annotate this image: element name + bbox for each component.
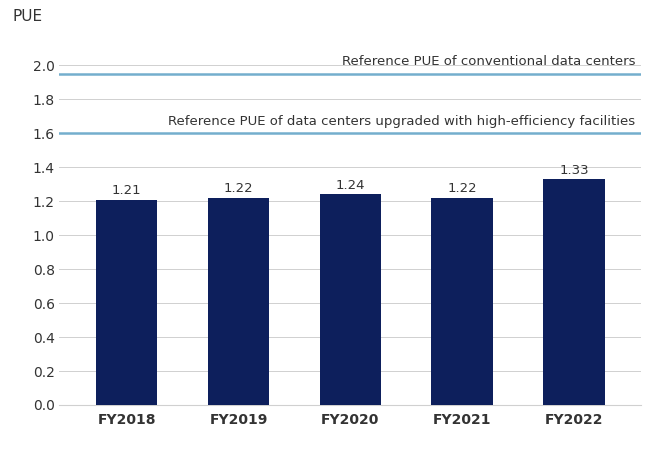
Bar: [208, 198, 269, 405]
Bar: [319, 194, 381, 405]
Bar: [543, 179, 605, 405]
Text: 1.33: 1.33: [559, 164, 589, 177]
Text: 1.21: 1.21: [112, 184, 141, 197]
Bar: [432, 198, 493, 405]
Text: Reference PUE of data centers upgraded with high-efficiency facilities: Reference PUE of data centers upgraded w…: [169, 115, 636, 128]
Bar: [96, 200, 157, 405]
Text: 1.24: 1.24: [336, 179, 365, 192]
Text: PUE: PUE: [13, 9, 43, 24]
Text: 1.22: 1.22: [447, 182, 477, 195]
Text: Reference PUE of conventional data centers: Reference PUE of conventional data cente…: [342, 55, 636, 68]
Text: 1.22: 1.22: [223, 182, 253, 195]
